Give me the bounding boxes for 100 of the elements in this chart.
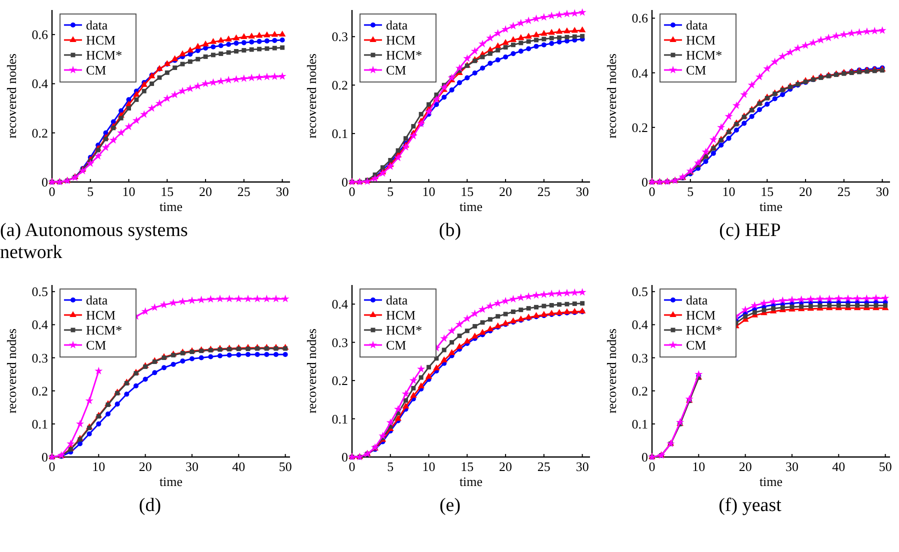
- x-tick-label: 10: [122, 184, 136, 199]
- point: [872, 68, 877, 74]
- point: [132, 116, 140, 124]
- x-tick-label: 5: [687, 184, 694, 199]
- point: [164, 70, 170, 75]
- x-tick-label: 5: [387, 184, 394, 199]
- point: [703, 159, 708, 164]
- y-tick-label: 0: [42, 174, 48, 190]
- x-axis-title: time: [159, 199, 183, 214]
- legend-label: data: [686, 292, 708, 308]
- legend-label: data: [86, 18, 108, 32]
- point: [580, 301, 585, 306]
- y-tick-label: 0.2: [32, 125, 48, 140]
- point: [480, 320, 485, 325]
- point: [472, 58, 478, 64]
- point: [702, 148, 710, 156]
- point: [732, 101, 740, 109]
- point: [163, 94, 172, 102]
- point: [464, 328, 470, 334]
- y-tick-label: 0.1: [632, 416, 648, 432]
- point: [264, 31, 270, 38]
- point: [210, 52, 216, 58]
- point: [518, 48, 524, 54]
- point: [524, 292, 533, 300]
- point: [878, 26, 886, 34]
- x-tick-label: 40: [832, 459, 846, 474]
- x-tick-label: 25: [237, 184, 250, 199]
- x-tick-label: 30: [786, 459, 798, 474]
- point: [488, 51, 492, 56]
- point: [255, 73, 264, 81]
- point: [540, 310, 548, 317]
- point: [254, 352, 260, 357]
- point: [456, 342, 463, 349]
- point: [134, 371, 138, 376]
- point: [764, 96, 770, 100]
- point: [741, 306, 750, 314]
- point: [478, 40, 487, 48]
- point: [570, 288, 579, 296]
- point: [534, 38, 538, 42]
- point: [883, 303, 888, 308]
- point: [470, 309, 479, 318]
- point: [578, 8, 586, 16]
- point: [463, 54, 472, 62]
- point: [226, 42, 232, 47]
- y-axis-title: recovered nodes: [604, 54, 619, 138]
- point: [880, 68, 885, 73]
- y-axis-title: recovered nodes: [304, 54, 319, 138]
- point: [426, 102, 432, 107]
- point: [480, 54, 485, 60]
- legend-label: HCM: [86, 32, 116, 48]
- point: [769, 297, 778, 305]
- point: [542, 304, 546, 308]
- point: [404, 136, 408, 141]
- legend-label: HCM: [686, 32, 716, 48]
- text: (f) yeast: [718, 495, 782, 516]
- point: [502, 39, 509, 45]
- point: [764, 102, 770, 107]
- point: [76, 420, 84, 428]
- point: [724, 112, 733, 120]
- point: [426, 364, 432, 370]
- point: [548, 12, 556, 20]
- point: [471, 332, 478, 339]
- point: [179, 50, 186, 56]
- y-tick-label: 0.6: [632, 10, 648, 26]
- point: [262, 72, 271, 80]
- point: [510, 310, 516, 314]
- point: [734, 128, 739, 133]
- x-tick-label: 15: [460, 184, 474, 199]
- point: [542, 36, 546, 42]
- y-tick-label: 0: [642, 450, 648, 464]
- point: [155, 99, 164, 107]
- point: [844, 294, 852, 302]
- point: [272, 294, 280, 302]
- point: [378, 169, 387, 177]
- point: [396, 148, 400, 153]
- point: [526, 306, 531, 311]
- point: [778, 296, 787, 304]
- y-tick-label: 0.2: [32, 383, 48, 398]
- point: [380, 165, 385, 170]
- point: [234, 49, 238, 54]
- point: [209, 78, 218, 86]
- point: [104, 136, 108, 142]
- point: [434, 102, 439, 107]
- point: [780, 88, 785, 92]
- y-tick-label: 0.1: [32, 416, 48, 432]
- x-tick-label: 10: [722, 184, 736, 199]
- point: [150, 81, 154, 86]
- point: [409, 132, 418, 140]
- point: [126, 106, 132, 111]
- point: [188, 59, 192, 64]
- point: [864, 303, 869, 308]
- point: [94, 366, 103, 374]
- point: [862, 27, 871, 35]
- point: [404, 398, 408, 403]
- point: [770, 58, 779, 66]
- point: [457, 334, 462, 338]
- point: [479, 328, 486, 335]
- point: [249, 47, 254, 52]
- point: [111, 126, 116, 130]
- point: [836, 303, 841, 308]
